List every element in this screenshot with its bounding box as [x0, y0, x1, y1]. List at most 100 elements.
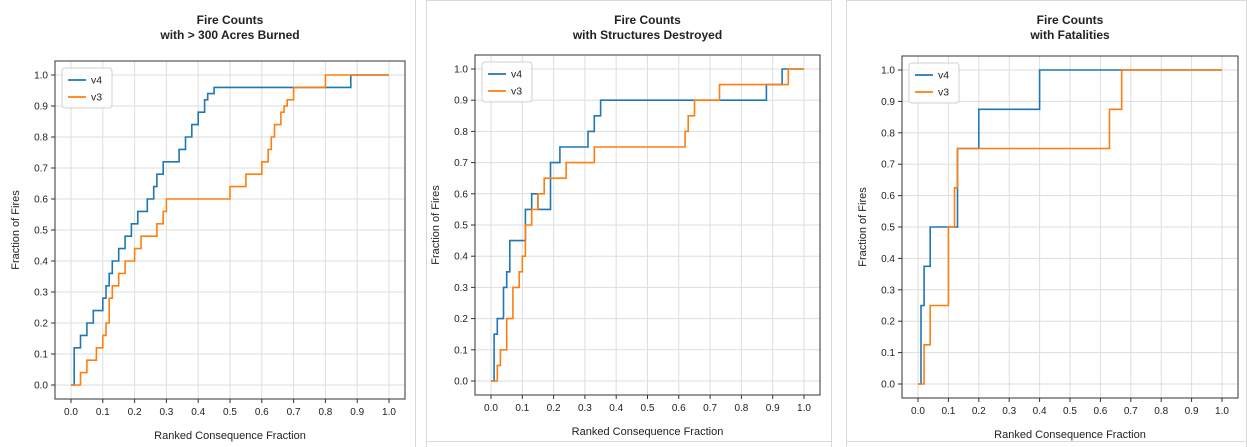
x-tick-label: 0.5 [1063, 406, 1077, 417]
chart-title-line: Fire Counts [197, 13, 264, 27]
x-tick-label: 1.0 [1215, 406, 1229, 417]
y-tick-label: 0.3 [881, 285, 895, 296]
x-tick-label: 0.8 [1154, 406, 1168, 417]
x-tick-label: 0.4 [609, 403, 623, 414]
y-tick-label: 1.0 [34, 71, 48, 82]
panel-border [426, 0, 427, 447]
x-tick-label: 0.1 [96, 407, 110, 418]
y-tick-label: 0.1 [881, 348, 895, 359]
x-tick-label: 1.0 [797, 403, 811, 414]
series-line-v4 [918, 69, 1222, 385]
y-tick-label: 0.6 [454, 189, 468, 200]
series-line-v3 [491, 68, 804, 382]
x-tick-label: 0.1 [515, 403, 529, 414]
y-axis-label: Fraction of Fires [10, 190, 22, 270]
series-line-v3 [71, 74, 389, 386]
x-tick-label: 0.4 [1033, 406, 1047, 417]
chart-panel-fatalities: Fire Counts with Fatalities 0.0 0.1 0.2 0.3 0.… [846, 0, 1247, 447]
x-tick-label: 0.8 [734, 403, 748, 414]
panel-border [846, 0, 1247, 1]
plot-frame [901, 55, 1239, 399]
x-tick-label: 0.7 [703, 403, 717, 414]
panel-border [831, 0, 832, 447]
x-tick-label: 0.7 [1124, 406, 1138, 417]
series-line-v3 [918, 69, 1222, 385]
x-tick-label: 1.0 [382, 407, 396, 418]
y-tick-label: 0.0 [881, 380, 895, 391]
x-tick-label: 0.8 [318, 407, 332, 418]
x-tick-label: 0.6 [672, 403, 686, 414]
y-tick-label: 0.6 [34, 195, 48, 206]
y-tick-label: 0.3 [454, 283, 468, 294]
chart-title-line: with > 300 Acres Burned [159, 28, 299, 42]
legend-label: v3 [91, 92, 102, 104]
panel-border [426, 0, 832, 1]
y-tick-label: 0.6 [881, 191, 895, 202]
x-tick-label: 0.3 [1002, 406, 1016, 417]
legend-label: v4 [938, 70, 949, 82]
y-tick-label: 0.3 [34, 288, 48, 299]
x-axis-label: Ranked Consequence Fraction [154, 430, 306, 442]
y-tick-label: 0.4 [454, 252, 468, 263]
y-tick-label: 0.2 [881, 317, 895, 328]
y-tick-label: 0.9 [454, 96, 468, 107]
x-tick-label: 0.9 [350, 407, 364, 418]
x-tick-label: 0.9 [766, 403, 780, 414]
panel-border [846, 441, 1247, 442]
chart-title-line: with Fatalities [1029, 28, 1110, 42]
panel-border [426, 441, 832, 442]
x-tick-label: 0.3 [578, 403, 592, 414]
x-axis-label: Ranked Consequence Fraction [572, 426, 724, 438]
y-tick-label: 0.0 [34, 381, 48, 392]
x-tick-label: 0.6 [1093, 406, 1107, 417]
y-tick-label: 0.7 [881, 160, 895, 171]
x-tick-label: 0.2 [972, 406, 986, 417]
chart-title-line: with Structures Destroyed [572, 28, 722, 42]
y-tick-label: 0.7 [454, 158, 468, 169]
y-tick-label: 0.4 [34, 257, 48, 268]
y-tick-label: 0.2 [454, 314, 468, 325]
y-tick-label: 0.0 [454, 377, 468, 388]
x-tick-label: 0.0 [484, 403, 498, 414]
x-tick-label: 0.6 [255, 407, 269, 418]
plot-frame [474, 54, 821, 396]
x-axis-label: Ranked Consequence Fraction [994, 429, 1146, 441]
x-tick-label: 0.5 [641, 403, 655, 414]
y-tick-label: 0.8 [34, 133, 48, 144]
x-tick-label: 0.7 [287, 407, 301, 418]
plot-frame [54, 60, 406, 400]
legend-label: v4 [511, 69, 522, 81]
legend-label: v4 [91, 75, 102, 87]
x-tick-label: 0.3 [159, 407, 173, 418]
x-tick-label: 0.0 [64, 407, 78, 418]
y-tick-label: 0.7 [34, 164, 48, 175]
x-tick-label: 0.5 [223, 407, 237, 418]
y-tick-label: 0.8 [881, 128, 895, 139]
panel-border [415, 0, 416, 447]
legend-label: v3 [938, 87, 949, 99]
y-tick-label: 0.9 [881, 97, 895, 108]
legend-label: v3 [511, 86, 522, 98]
x-tick-label: 0.2 [128, 407, 142, 418]
y-tick-label: 0.2 [34, 319, 48, 330]
chart-panel-acres: Fire Counts with > 300 Acres Burned 0.0 0.1… [0, 0, 415, 447]
series-line-v4 [71, 74, 389, 386]
y-tick-label: 0.5 [881, 223, 895, 234]
y-tick-label: 0.4 [881, 254, 895, 265]
y-tick-label: 0.5 [454, 221, 468, 232]
y-tick-label: 0.5 [34, 226, 48, 237]
x-tick-label: 0.9 [1185, 406, 1199, 417]
x-tick-label: 0.2 [547, 403, 561, 414]
chart-title-line: Fire Counts [614, 13, 681, 27]
y-tick-label: 0.9 [34, 102, 48, 113]
x-tick-label: 0.1 [941, 406, 955, 417]
y-axis-label: Fraction of Fires [857, 187, 869, 267]
x-tick-label: 0.0 [911, 406, 925, 417]
chart-panel-structures: Fire Counts with Structures Destroyed 0.0 0… [426, 0, 832, 447]
y-tick-label: 1.0 [454, 65, 468, 76]
legend-box [481, 61, 533, 103]
y-tick-label: 1.0 [881, 66, 895, 77]
chart-title-line: Fire Counts [1037, 13, 1104, 27]
